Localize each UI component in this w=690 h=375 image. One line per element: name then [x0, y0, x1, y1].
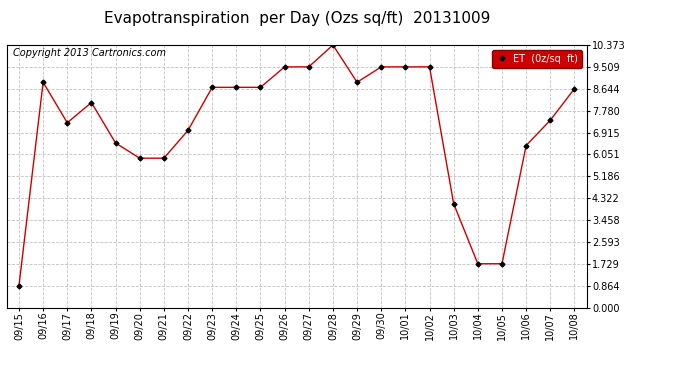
Text: Copyright 2013 Cartronics.com: Copyright 2013 Cartronics.com	[12, 48, 166, 58]
Legend: ET  (0z/sq  ft): ET (0z/sq ft)	[493, 50, 582, 68]
Text: Evapotranspiration  per Day (Ozs sq/ft)  20131009: Evapotranspiration per Day (Ozs sq/ft) 2…	[104, 11, 490, 26]
